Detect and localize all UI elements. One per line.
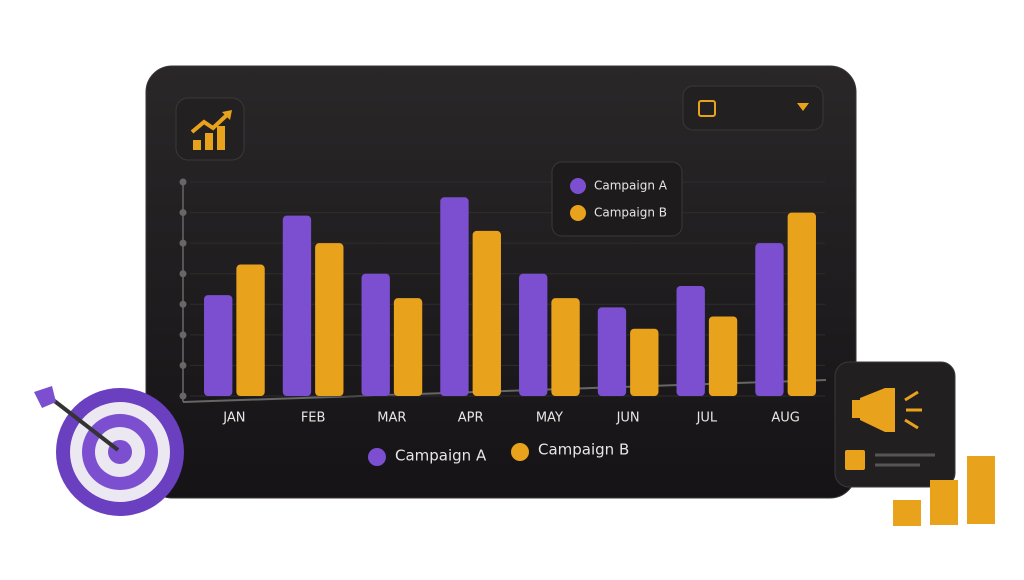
legend-swatch (368, 448, 386, 466)
x-tick-label: JUN (616, 411, 640, 426)
bar (361, 273, 390, 396)
calendar-icon (698, 100, 716, 117)
y-tick-dot (179, 331, 187, 339)
bar (787, 212, 816, 396)
bar (472, 230, 501, 396)
x-tick-label: MAR (377, 411, 406, 426)
bar (551, 298, 580, 396)
legend-swatch (511, 443, 529, 461)
bar (676, 285, 705, 396)
legend-swatch (570, 205, 586, 221)
y-tick-dot (179, 392, 187, 400)
legend-label: Campaign A (594, 179, 668, 193)
x-labels: JAN FEB MAR APR MAY JUN JUL AUG (222, 411, 800, 426)
legend-label: Campaign B (538, 441, 629, 459)
bar (630, 328, 659, 396)
bar (755, 243, 784, 396)
target-icon (34, 386, 184, 516)
bar (440, 197, 469, 396)
chart-icon-tile (175, 97, 245, 161)
bar (597, 307, 627, 396)
x-tick-label: JUL (696, 411, 718, 426)
y-tick-dot (179, 270, 187, 278)
x-tick-label: FEB (301, 411, 326, 426)
x-tick-label: APR (458, 411, 484, 426)
x-tick-label: MAY (536, 411, 563, 426)
y-tick-dot (179, 178, 187, 186)
megaphone-card (834, 361, 995, 526)
y-tick-dot (179, 209, 187, 217)
bar (519, 273, 548, 396)
y-tick-dot (179, 361, 187, 369)
bar (315, 243, 344, 396)
y-tick-dot (179, 239, 187, 247)
bar (708, 316, 738, 396)
x-tick-label: AUG (771, 411, 799, 426)
bar (204, 295, 233, 396)
bar (236, 264, 265, 396)
legend-swatch (570, 178, 586, 194)
chart-icon (190, 110, 232, 150)
dropdown-arrow (797, 103, 809, 111)
bars (204, 197, 816, 396)
date-dropdown[interactable] (682, 85, 824, 131)
x-tick-label: JAN (222, 411, 245, 426)
legend-box (551, 161, 683, 237)
y-tick-dot (179, 300, 187, 308)
legend-label: Campaign A (395, 447, 487, 465)
bar (282, 215, 312, 396)
bar (393, 298, 423, 396)
legend-label: Campaign B (594, 206, 667, 220)
